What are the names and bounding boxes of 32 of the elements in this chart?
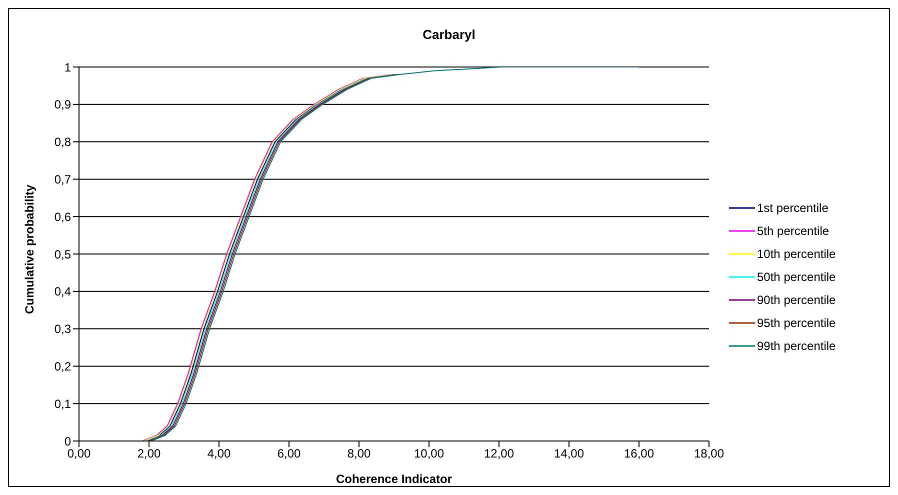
y-tick-label: 0,4	[54, 284, 72, 299]
legend-label: 90th percentile	[757, 293, 836, 307]
y-tick-label: 0,9	[54, 98, 72, 112]
line-series	[150, 67, 640, 441]
x-tick-label: 14,00	[554, 446, 584, 461]
y-tick-label: 1	[64, 60, 72, 74]
legend-label: 50th percentile	[757, 270, 836, 284]
legend-label: 99th percentile	[757, 339, 836, 353]
y-tick-label: 0,1	[54, 396, 72, 411]
x-tick-label: 6,00	[277, 446, 301, 461]
x-tick-label: 12,00	[484, 446, 514, 461]
y-tick-label: 0,8	[54, 135, 72, 150]
legend-label: 10th percentile	[757, 247, 836, 261]
x-axis-title: Coherence Indicator	[336, 472, 452, 486]
y-tick-label: 0,2	[54, 359, 72, 374]
x-tick-label: 2,00	[137, 446, 161, 461]
y-tick-label: 0	[64, 434, 72, 448]
y-tick-label: 0,5	[54, 247, 72, 262]
x-tick-label: 10,00	[414, 446, 444, 461]
legend-label: 5th percentile	[757, 224, 830, 238]
x-tick-label: 18,00	[694, 446, 724, 461]
x-tick-label: 8,00	[347, 446, 371, 461]
y-tick-label: 0,3	[54, 322, 72, 336]
y-axis-title: Cumulative probability	[22, 184, 36, 314]
chart-title: Carbaryl	[422, 26, 476, 44]
legend-label: 1st percentile	[757, 201, 828, 215]
y-tick-label: 0,7	[54, 172, 72, 186]
x-tick-label: 16,00	[624, 446, 654, 461]
legend-label: 95th percentile	[757, 316, 836, 330]
y-tick-label: 0,6	[54, 210, 72, 224]
x-tick-label: 4,00	[207, 446, 231, 461]
x-tick-label: 0,00	[67, 446, 91, 461]
